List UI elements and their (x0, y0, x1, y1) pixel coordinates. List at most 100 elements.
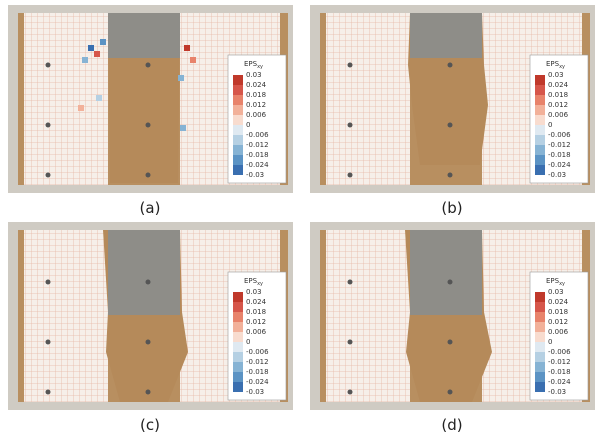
colorbar-cell (535, 95, 545, 105)
colorbar-cell (535, 105, 545, 115)
bolt (347, 62, 353, 68)
bolt (447, 389, 453, 395)
colorbar-cell (233, 362, 243, 372)
bolt (45, 172, 51, 178)
legend-tick-label: 0 (246, 338, 250, 346)
strain-cell (180, 125, 186, 131)
panel-label: (d) (441, 416, 462, 434)
legend-tick-label: -0.006 (246, 348, 269, 356)
legend-tick-label: 0.012 (246, 318, 266, 326)
legend-title-main: EPS (244, 277, 258, 285)
colorbar-cell (233, 312, 243, 322)
colorbar-cell (535, 362, 545, 372)
colorbar-cell (233, 332, 243, 342)
grid-left (24, 35, 108, 185)
colorbar-cell (233, 75, 243, 85)
strain-cell (94, 51, 100, 57)
legend-title-main: EPS (244, 60, 258, 68)
bolt (347, 389, 353, 395)
colorbar-cell (535, 302, 545, 312)
bolt (145, 339, 151, 345)
legend-tick-label: 0 (246, 121, 250, 129)
legend-tick-label: -0.03 (548, 171, 566, 179)
legend-tick-label: 0.006 (246, 111, 267, 119)
bolt (45, 279, 51, 285)
colorbar-cell (535, 382, 545, 392)
legend-title-sub: xy (559, 64, 565, 70)
legend-tick-label: 0.018 (246, 308, 266, 316)
legend-tick-label: 0 (548, 338, 552, 346)
colorbar-cell (233, 302, 243, 312)
legend-tick-label: -0.018 (246, 151, 269, 159)
bolt (45, 62, 51, 68)
legend-title-main: EPS (546, 60, 560, 68)
colorbar-cell (535, 372, 545, 382)
colorbar-cell (233, 352, 243, 362)
legend-tick-label: -0.024 (246, 378, 269, 386)
legend-tick-label: -0.018 (548, 151, 571, 159)
legend-tick-label: 0.012 (548, 318, 568, 326)
bolt (45, 389, 51, 395)
colorbar-cell (233, 292, 243, 302)
strain-cell (78, 105, 84, 111)
bolt (347, 279, 353, 285)
colorbar-cell (233, 382, 243, 392)
colorbar-cell (233, 95, 243, 105)
bolt (347, 172, 353, 178)
strain-cell (96, 95, 102, 101)
legend-tick-label: -0.012 (246, 141, 269, 149)
support-block (410, 230, 482, 315)
legend-tick-label: 0.03 (548, 288, 564, 296)
colorbar-cell (233, 115, 243, 125)
legend-tick-label: 0.012 (246, 101, 266, 109)
bolt (447, 172, 453, 178)
grid-left (326, 35, 410, 185)
legend-tick-label: -0.024 (548, 161, 571, 169)
legend-tick-label: 0.03 (246, 71, 262, 79)
colorbar-cell (535, 312, 545, 322)
bolt (145, 279, 151, 285)
bolt (145, 172, 151, 178)
support-block (108, 230, 180, 315)
colorbar-cell (233, 322, 243, 332)
legend-tick-label: 0.03 (548, 71, 564, 79)
colorbar-cell (535, 292, 545, 302)
legend-tick-label: -0.024 (548, 378, 571, 386)
colorbar-cell (233, 165, 243, 175)
legend-tick-label: 0.006 (246, 328, 267, 336)
bolt (447, 339, 453, 345)
legend-tick-label: -0.006 (548, 131, 571, 139)
legend-tick-label: 0 (548, 121, 552, 129)
bolt (45, 339, 51, 345)
panel-label: (c) (140, 416, 160, 434)
legend-tick-label: 0.012 (548, 101, 568, 109)
colorbar-cell (233, 105, 243, 115)
legend-tick-label: 0.024 (246, 298, 267, 306)
colorbar-cell (233, 155, 243, 165)
panel-label: (a) (140, 199, 161, 217)
legend-tick-label: 0.006 (548, 328, 569, 336)
legend-tick-label: -0.024 (246, 161, 269, 169)
legend-title: EPSxy (244, 277, 263, 287)
legend-title: EPSxy (244, 60, 263, 70)
colorbar-cell (535, 135, 545, 145)
bolt (347, 122, 353, 128)
bolt (145, 389, 151, 395)
legend-title-main: EPS (546, 277, 560, 285)
colorbar-cell (535, 322, 545, 332)
support-block (108, 13, 180, 58)
strain-cell (184, 45, 190, 51)
legend-tick-label: 0.018 (246, 91, 266, 99)
bolt (447, 62, 453, 68)
legend-tick-label: -0.012 (246, 358, 269, 366)
legend-tick-label: -0.006 (548, 348, 571, 356)
bolt (145, 122, 151, 128)
legend-tick-label: -0.03 (548, 388, 566, 396)
bolt (45, 122, 51, 128)
colorbar-cell (535, 165, 545, 175)
bolt (447, 122, 453, 128)
